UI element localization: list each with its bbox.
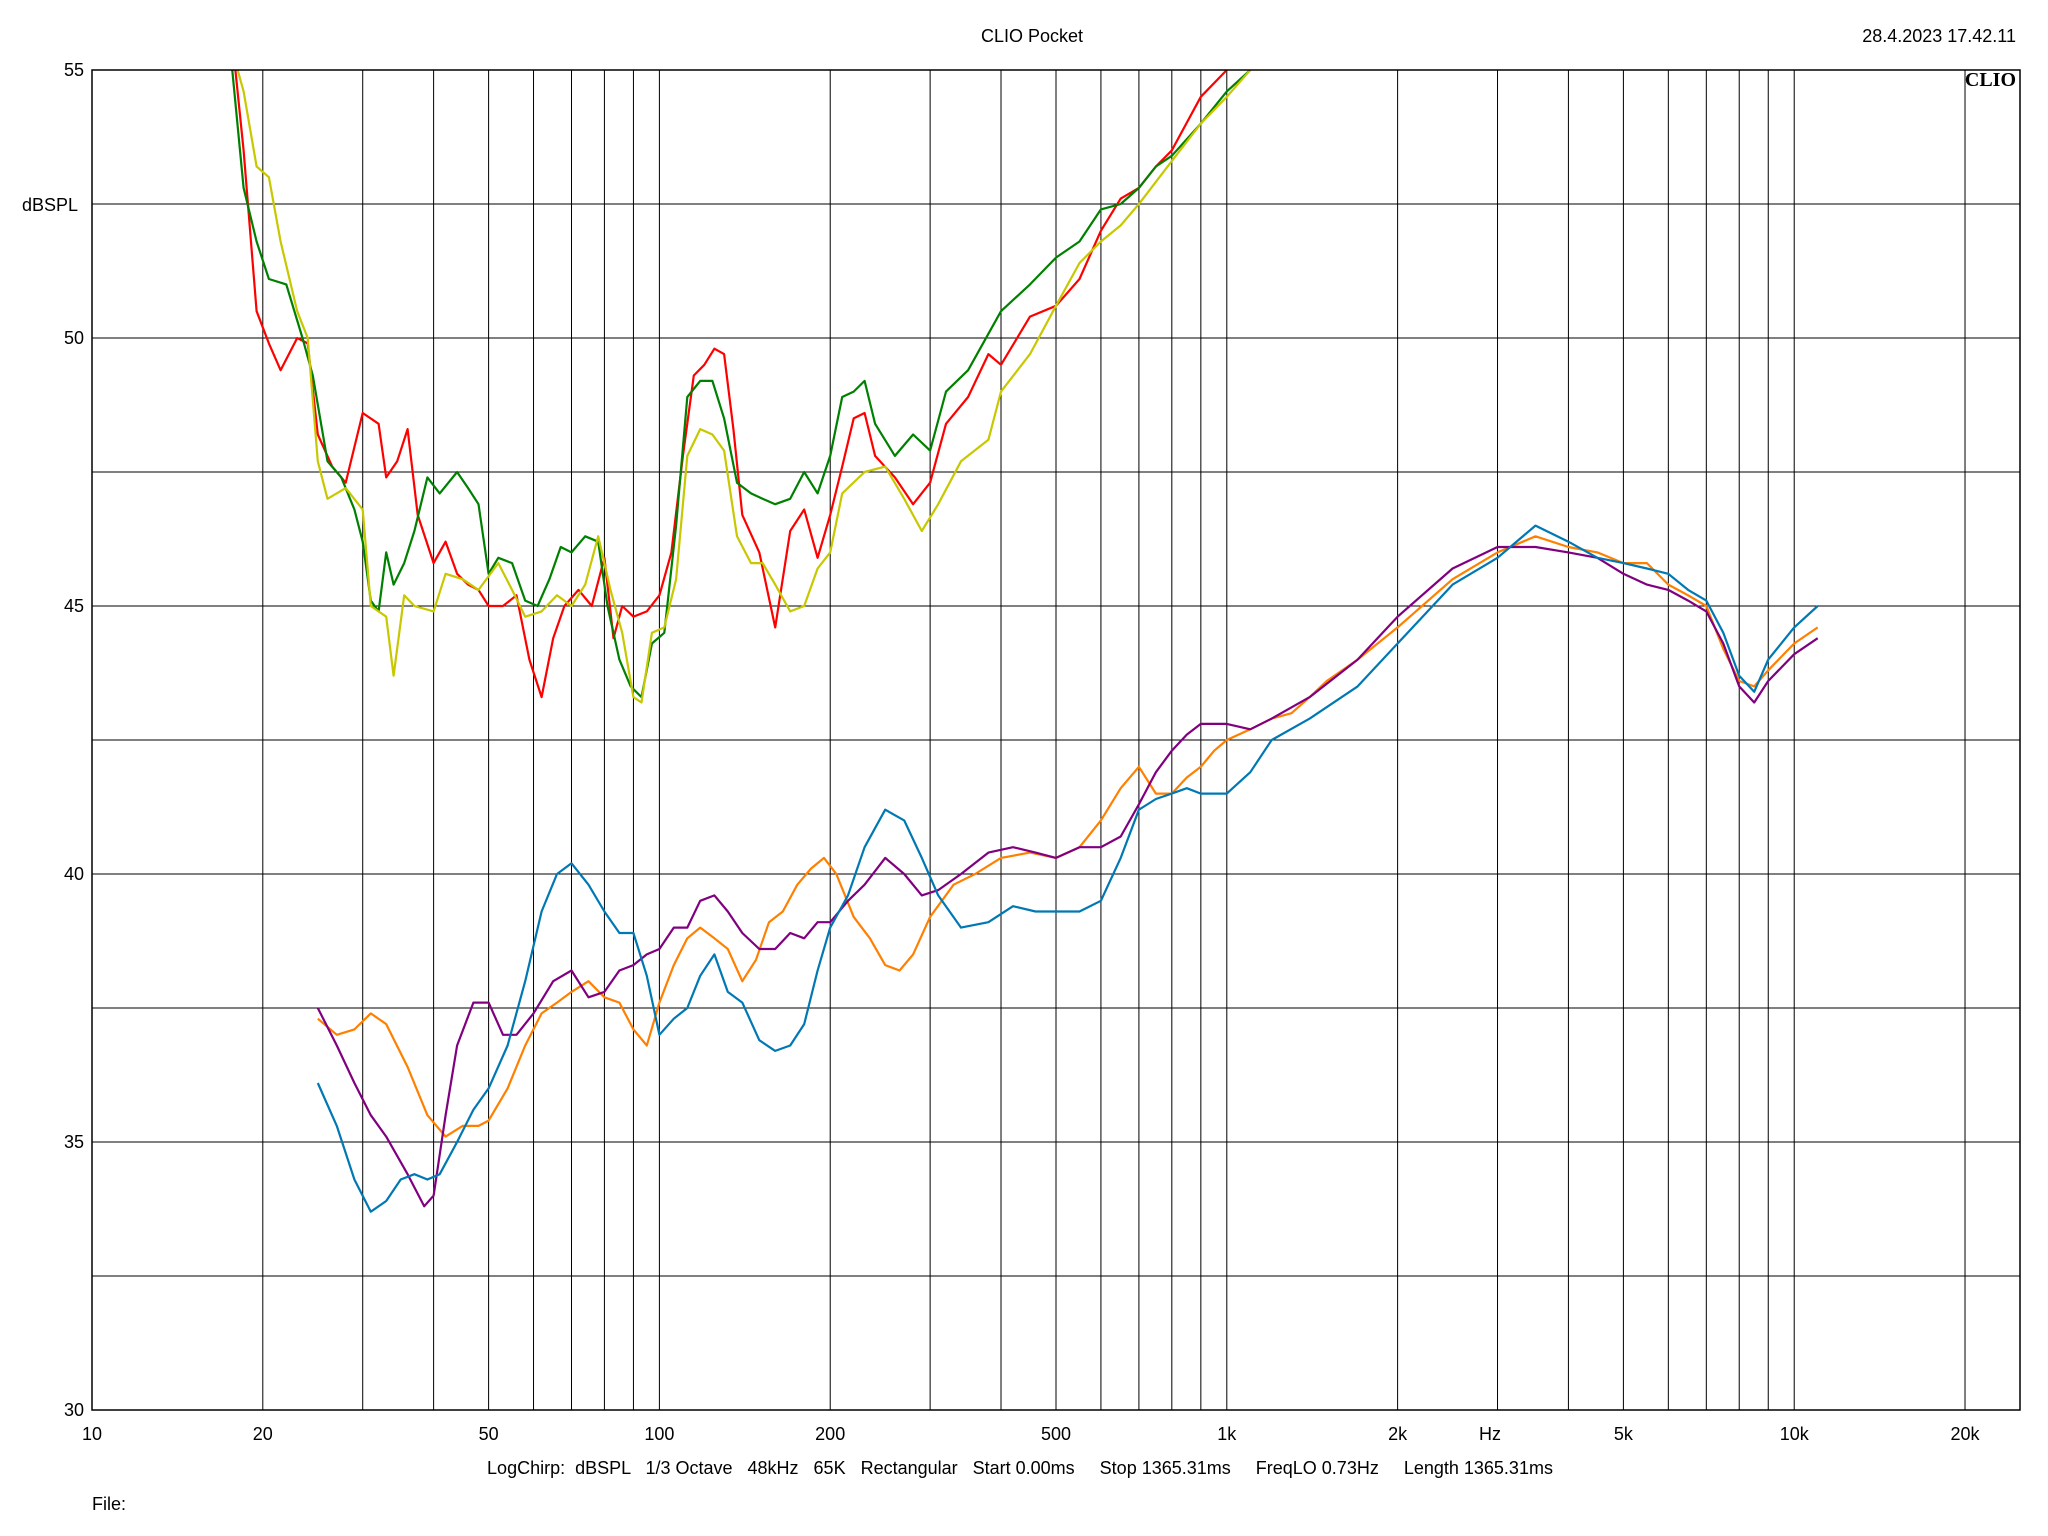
- x-tick-label: 20k: [1950, 1424, 1980, 1444]
- x-tick-label: 50: [479, 1424, 499, 1444]
- x-tick-label: 20: [253, 1424, 273, 1444]
- series-group: [231, 70, 1819, 1213]
- x-tick-label: 200: [815, 1424, 845, 1444]
- x-tick-label: 10: [82, 1424, 102, 1444]
- series-line-4: [317, 535, 1819, 1138]
- chart-title: CLIO Pocket: [981, 26, 1083, 46]
- x-tick-label: 5k: [1614, 1424, 1634, 1444]
- y-tick-labels: 30 35 40 45 50 55: [64, 60, 84, 1420]
- x-tick-label: 500: [1041, 1424, 1071, 1444]
- brand-logo: CLIO: [1965, 69, 2016, 91]
- measurement-settings: LogChirp: dBSPL 1/3 Octave 48kHz 65K Rec…: [487, 1458, 1553, 1478]
- x-tick-label: 100: [644, 1424, 674, 1444]
- x-tick-label: 2k: [1388, 1424, 1408, 1444]
- y-axis-label: dBSPL: [22, 195, 78, 215]
- y-tick-label: 35: [64, 1132, 84, 1152]
- series-line-3: [236, 70, 1252, 704]
- x-axis-unit: Hz: [1479, 1424, 1501, 1444]
- y-tick-label: 30: [64, 1400, 84, 1420]
- y-tick-label: 55: [64, 60, 84, 80]
- series-line-1: [234, 70, 1229, 699]
- x-tick-label: 1k: [1217, 1424, 1237, 1444]
- timestamp: 28.4.2023 17.42.11: [1862, 26, 2016, 46]
- y-tick-label: 50: [64, 328, 84, 348]
- grid: [91, 69, 2020, 1411]
- y-tick-label: 45: [64, 596, 84, 616]
- x-tick-label: 10k: [1780, 1424, 1810, 1444]
- y-tick-label: 40: [64, 864, 84, 884]
- file-label: File:: [92, 1494, 126, 1514]
- plot-frame: [91, 69, 2021, 1411]
- x-tick-labels: 10 20 50 100 200 500 1k 2k 5k 10k 20k: [82, 1424, 1981, 1444]
- series-line-6: [316, 524, 1819, 1213]
